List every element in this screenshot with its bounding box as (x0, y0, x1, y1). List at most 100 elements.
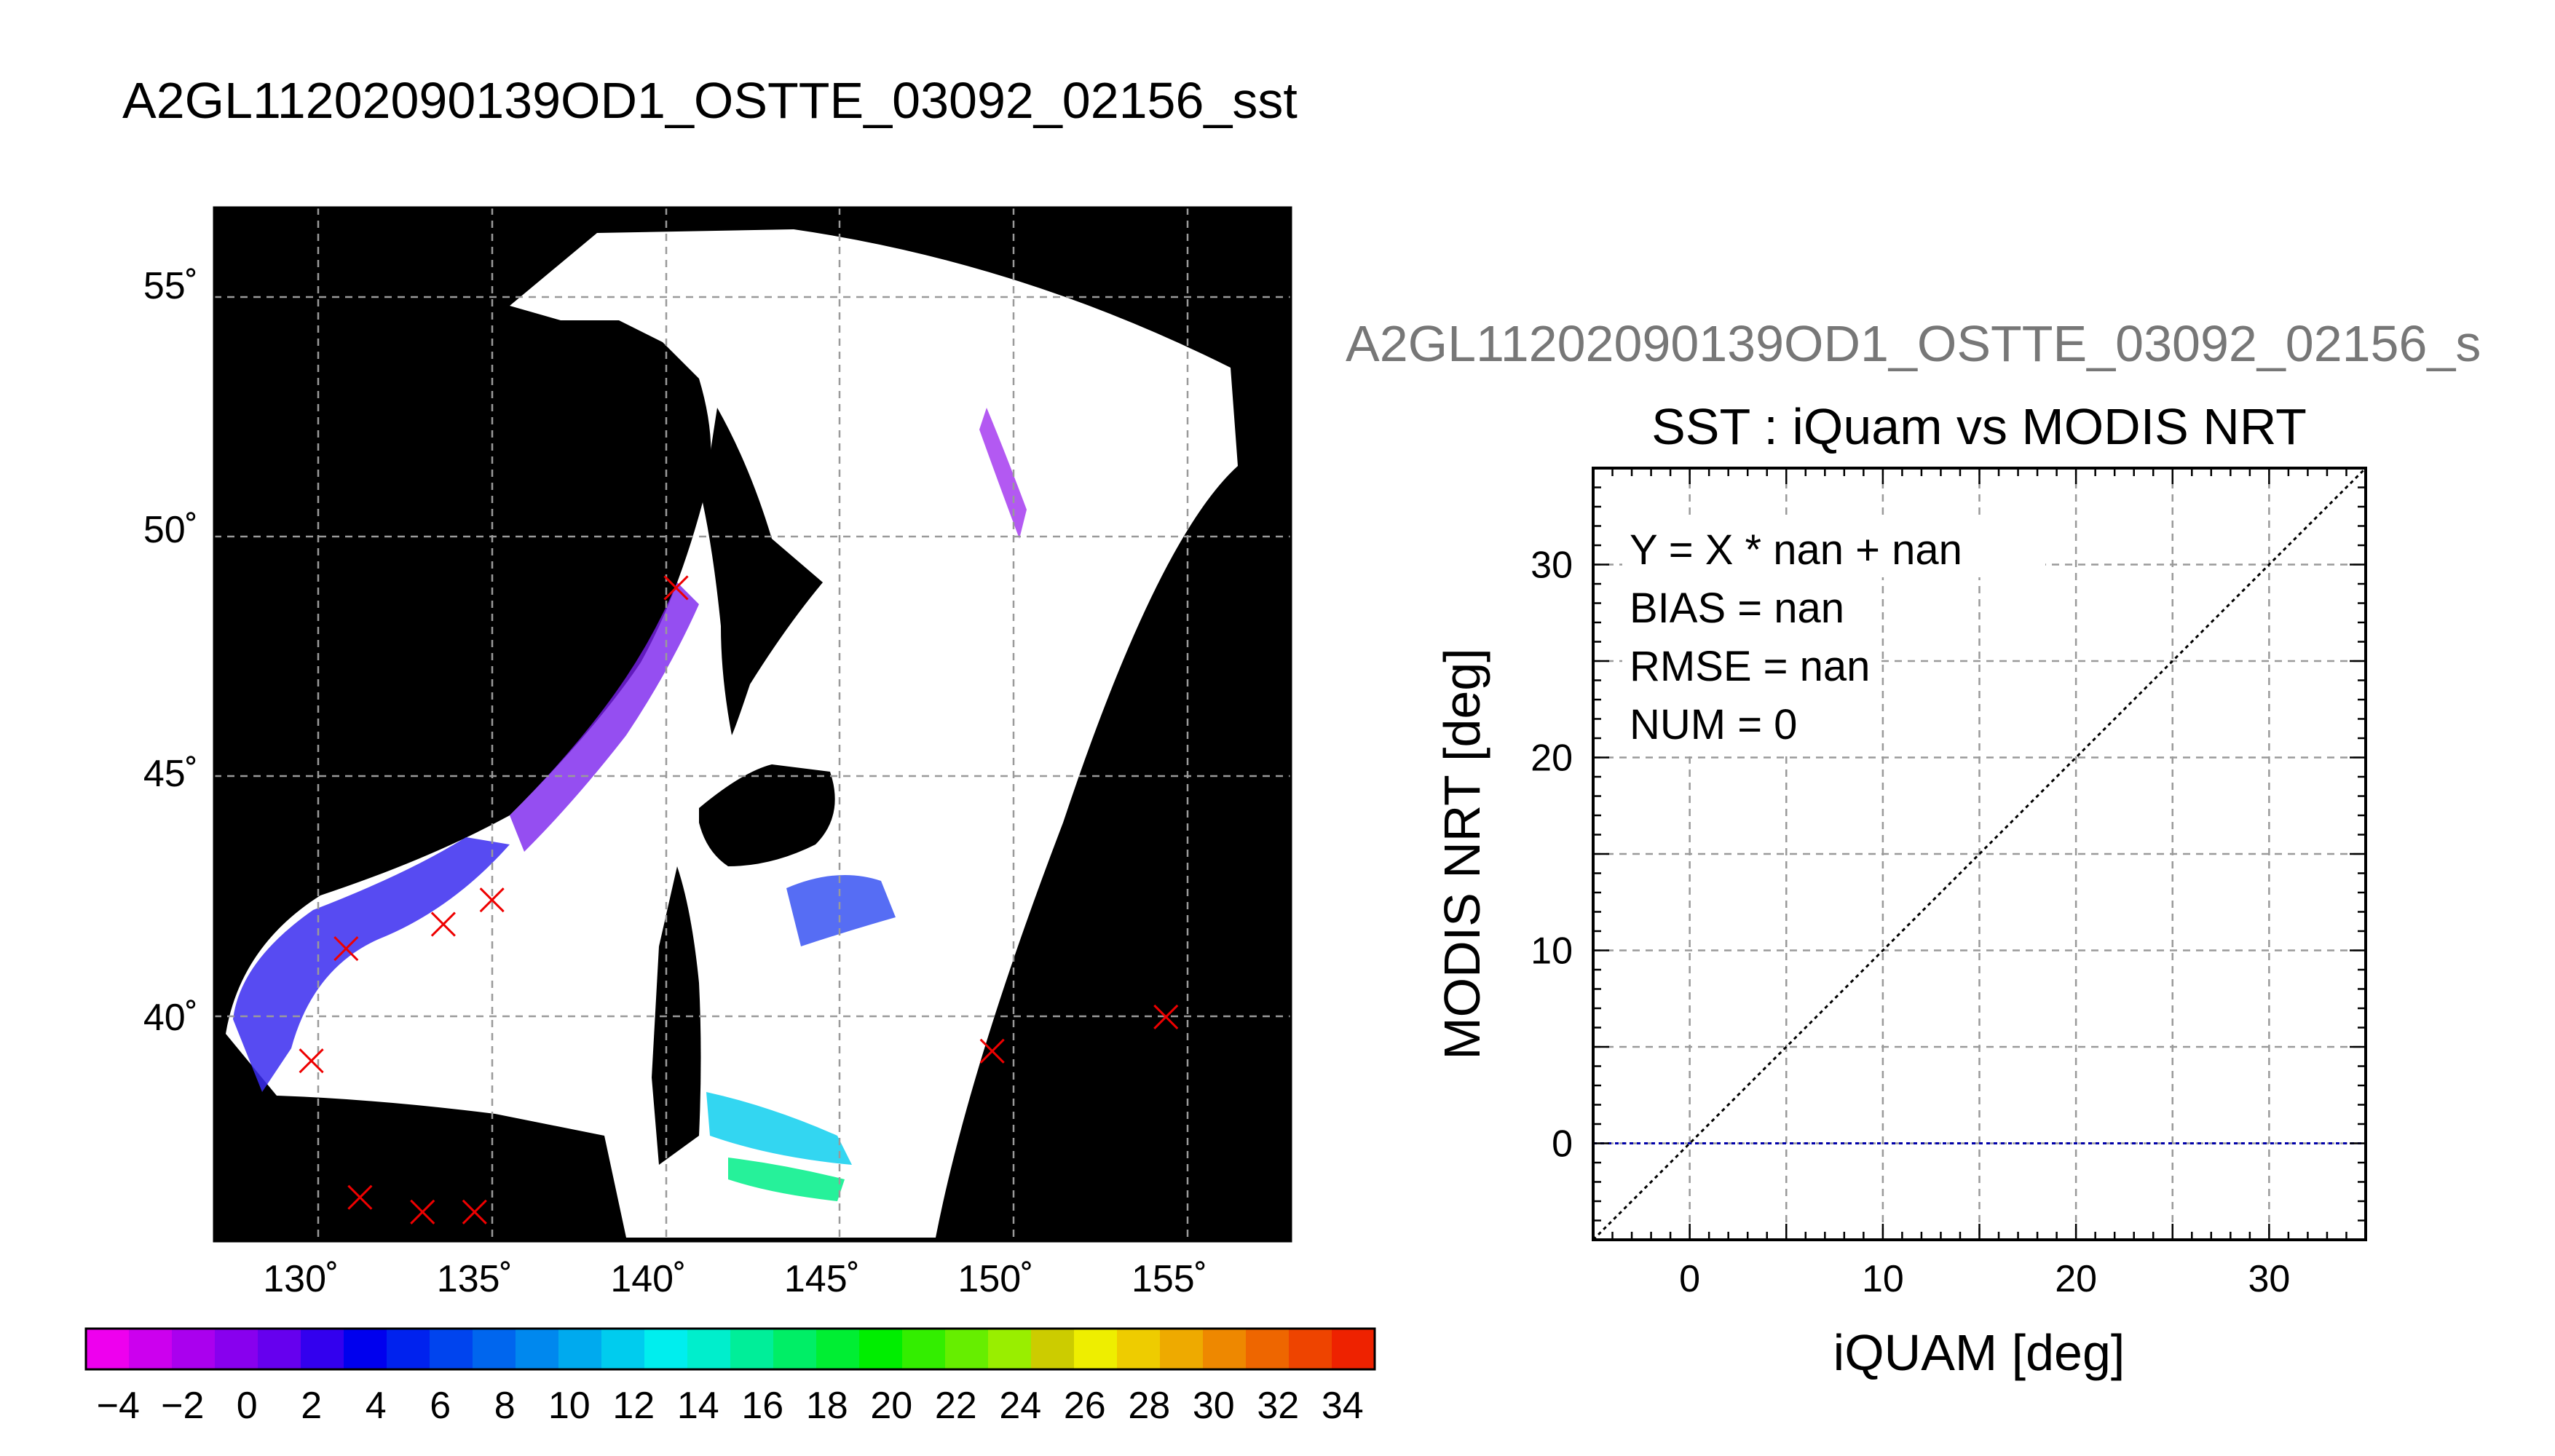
scatter-x-tick-label: 20 (2055, 1258, 2097, 1300)
match-marker-stroke (1153, 1004, 1179, 1029)
colorbar-tick-label: −2 (161, 1385, 204, 1427)
match-marker-stroke (462, 1199, 487, 1224)
colorbar-frame (84, 1327, 1376, 1371)
match-marker (430, 911, 456, 937)
colorbar-cell (387, 1329, 430, 1369)
colorbar-tick-label: 30 (1193, 1385, 1235, 1427)
colorbar-tick-label: 22 (935, 1385, 977, 1427)
match-marker-stroke (410, 1199, 435, 1224)
match-marker-stroke (479, 887, 505, 913)
land-hokkaido (699, 764, 835, 866)
colorbar-tick-label: 34 (1322, 1385, 1364, 1427)
annotation-background (1622, 694, 1805, 752)
colorbar-cell (129, 1329, 173, 1369)
colorbar-tick-label: −4 (97, 1385, 140, 1427)
colorbar-cell (86, 1329, 130, 1369)
match-marker (333, 936, 359, 962)
scatter-y-tick-label: 30 (1531, 545, 1573, 587)
colorbar-cell (601, 1329, 645, 1369)
map-lon-tick-labels: 130˚ 135˚ 140˚ 145˚ 150˚ 155˚ (263, 1258, 1207, 1300)
scatter-y-tick-labels: 0 10 20 30 (1531, 545, 1573, 1166)
scatter-y-tick-label: 0 (1552, 1123, 1573, 1166)
match-marker (1153, 1004, 1179, 1029)
colorbar-cell (1246, 1329, 1290, 1369)
match-marker (979, 1038, 1005, 1064)
map-lat-tick-label: 50˚ (143, 509, 198, 551)
colorbar-tick-label: 20 (870, 1385, 912, 1427)
scatter-frame (1592, 467, 2367, 1241)
map-frame (213, 206, 1292, 1243)
sst-map: 130˚ 135˚ 140˚ 145˚ 150˚ 155˚ 40˚ 45˚ 50˚ 55˚ (143, 206, 1292, 1300)
colorbar: −4 −2 0 2 4 6 8 10 12 14 16 18 20 22 24 26 28 30 32 34 (84, 1327, 1376, 1427)
colorbar-cell (773, 1329, 817, 1369)
scatter-annotation: RMSE = nan (1630, 643, 1870, 690)
scatter-y-tick-label: 10 (1531, 930, 1573, 973)
sst-purple-coast (510, 582, 699, 852)
land-sakhalin (703, 408, 823, 735)
match-marker (410, 1199, 435, 1224)
colorbar-cell (258, 1329, 301, 1369)
scatter-annotation: Y = X * nan + nan (1630, 526, 1962, 574)
colorbar-cell (1289, 1329, 1332, 1369)
colorbar-cell (902, 1329, 946, 1369)
colorbar-cell (859, 1329, 903, 1369)
match-marker-stroke (347, 1184, 373, 1210)
sst-blue-central (786, 875, 896, 946)
colorbar-tick-label: 26 (1064, 1385, 1106, 1427)
annotation-background (1622, 636, 1877, 694)
scatter-annotation: NUM = 0 (1630, 701, 1797, 748)
colorbar-cell (988, 1329, 1032, 1369)
colorbar-tick-label: 10 (548, 1385, 591, 1427)
match-marker-stroke (979, 1038, 1005, 1064)
map-lon-tick-label: 145˚ (784, 1258, 860, 1300)
match-marker (347, 1184, 373, 1210)
colorbar-tick-label: 0 (237, 1385, 258, 1427)
scatter-title: SST : iQuam vs MODIS NRT (1651, 398, 2307, 455)
scatter-reference-lines (1593, 468, 2366, 1240)
match-marker (462, 1199, 487, 1224)
match-marker-stroke (333, 936, 359, 962)
map-lon-tick-label: 140˚ (610, 1258, 686, 1300)
scatter-annotation: BIAS = nan (1630, 585, 1844, 632)
map-lon-tick-label: 150˚ (957, 1258, 1033, 1300)
map-lon-tick-label: 130˚ (263, 1258, 339, 1300)
colorbar-cell (301, 1329, 344, 1369)
colorbar-cell (558, 1329, 602, 1369)
scatter-x-tick-label: 30 (2248, 1258, 2290, 1300)
colorbar-cell (1332, 1329, 1375, 1369)
figure-title: A2GL11202090139OD1_OSTTE_03092_02156_sst (122, 72, 1298, 129)
map-lat-tick-label: 40˚ (143, 997, 198, 1039)
colorbar-cell (945, 1329, 989, 1369)
colorbar-cell (1203, 1329, 1247, 1369)
colorbar-tick-label: 4 (366, 1385, 387, 1427)
colorbar-tick-label: 6 (430, 1385, 451, 1427)
colorbar-tick-label: 16 (741, 1385, 783, 1427)
colorbar-tick-label: 24 (999, 1385, 1041, 1427)
sst-blue-west (233, 837, 510, 1092)
colorbar-cell (516, 1329, 559, 1369)
colorbar-tick-label: 8 (494, 1385, 516, 1427)
colorbar-cell (1074, 1329, 1118, 1369)
sst-green-south (728, 1158, 845, 1201)
scatter-annotations: Y = X * nan + nan BIAS = nan RMSE = nan NUM… (1622, 519, 2045, 752)
scatter-y-axis-label: MODIS NRT [deg] (1434, 648, 1490, 1059)
colorbar-cell (215, 1329, 258, 1369)
scatter-plot: Y = X * nan + nan BIAS = nan RMSE = nan NUM… (1434, 467, 2367, 1381)
colorbar-cells (86, 1329, 1375, 1369)
match-marker (299, 1048, 324, 1074)
annotation-background (1622, 519, 2045, 577)
match-marker-stroke (430, 911, 456, 937)
colorbar-tick-label: 18 (806, 1385, 848, 1427)
colorbar-cell (172, 1329, 216, 1369)
colorbar-tick-label: 28 (1128, 1385, 1170, 1427)
colorbar-tick-labels: −4 −2 0 2 4 6 8 10 12 14 16 18 20 22 24 26 28 30 32 34 (97, 1385, 1364, 1427)
colorbar-cell (1031, 1329, 1075, 1369)
annotation-background (1622, 577, 1877, 636)
sst-cyan-south (706, 1092, 852, 1165)
colorbar-cell (1160, 1329, 1204, 1369)
map-grid (214, 207, 1291, 1241)
map-lat-tick-labels: 40˚ 45˚ 50˚ 55˚ (143, 265, 198, 1039)
scatter-x-tick-label: 0 (1679, 1258, 1700, 1300)
colorbar-tick-label: 2 (301, 1385, 322, 1427)
